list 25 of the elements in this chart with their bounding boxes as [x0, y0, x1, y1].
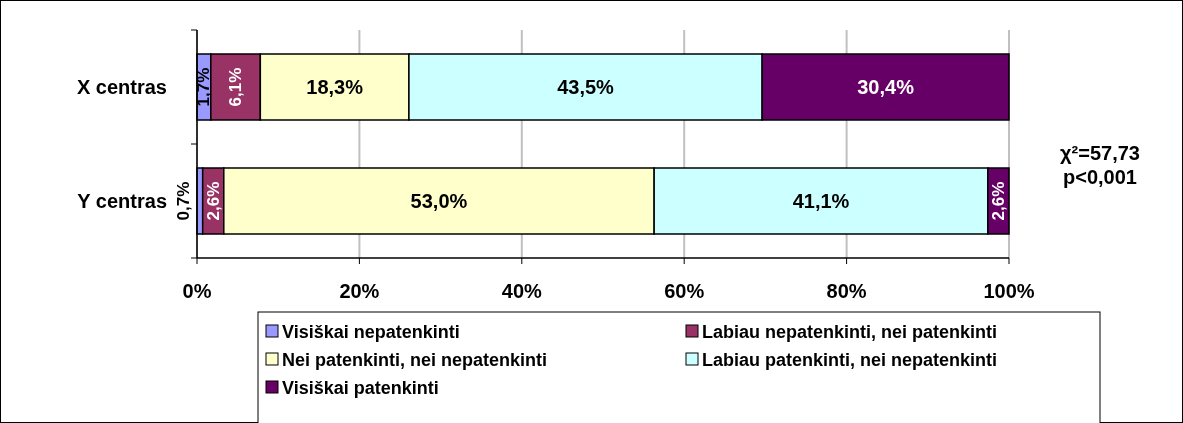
data-label: 2,6% — [988, 181, 1008, 221]
legend-label: Nei patenkinti, nei nepatenkinti — [282, 350, 548, 370]
y-tick-label: Y centras — [77, 190, 167, 212]
text: χ²=57,73 — [1060, 142, 1140, 164]
data-label: 2,6% — [203, 181, 223, 221]
x-tick-label: 20% — [339, 280, 380, 302]
x-tick-label: 80% — [826, 280, 867, 302]
data-label: 53,0% — [410, 190, 468, 212]
x-tick-label: 100% — [983, 280, 1035, 302]
data-label: 18,3% — [306, 76, 364, 98]
legend-label: Labiau patenkinti, nei nepatenkinti — [702, 350, 998, 370]
data-label: 30,4% — [857, 76, 915, 98]
x-tick-label: 0% — [182, 280, 212, 302]
text: p<0,001 — [1063, 166, 1137, 188]
legend-label: Labiau nepatenkinti, nei patenkinti — [702, 322, 998, 342]
data-label: 0,7% — [173, 181, 193, 221]
data-label: 41,1% — [792, 190, 850, 212]
data-label: 1,7% — [194, 67, 214, 107]
data-label: 43,5% — [557, 76, 615, 98]
data-label: 6,1% — [226, 67, 246, 107]
x-tick-label: 40% — [501, 280, 543, 302]
x-tick-label: 60% — [664, 280, 705, 302]
y-tick-label: X centras — [76, 76, 167, 98]
legend-label: Visiškai patenkinti — [282, 378, 439, 398]
legend-label: Visiškai nepatenkinti — [282, 322, 460, 342]
